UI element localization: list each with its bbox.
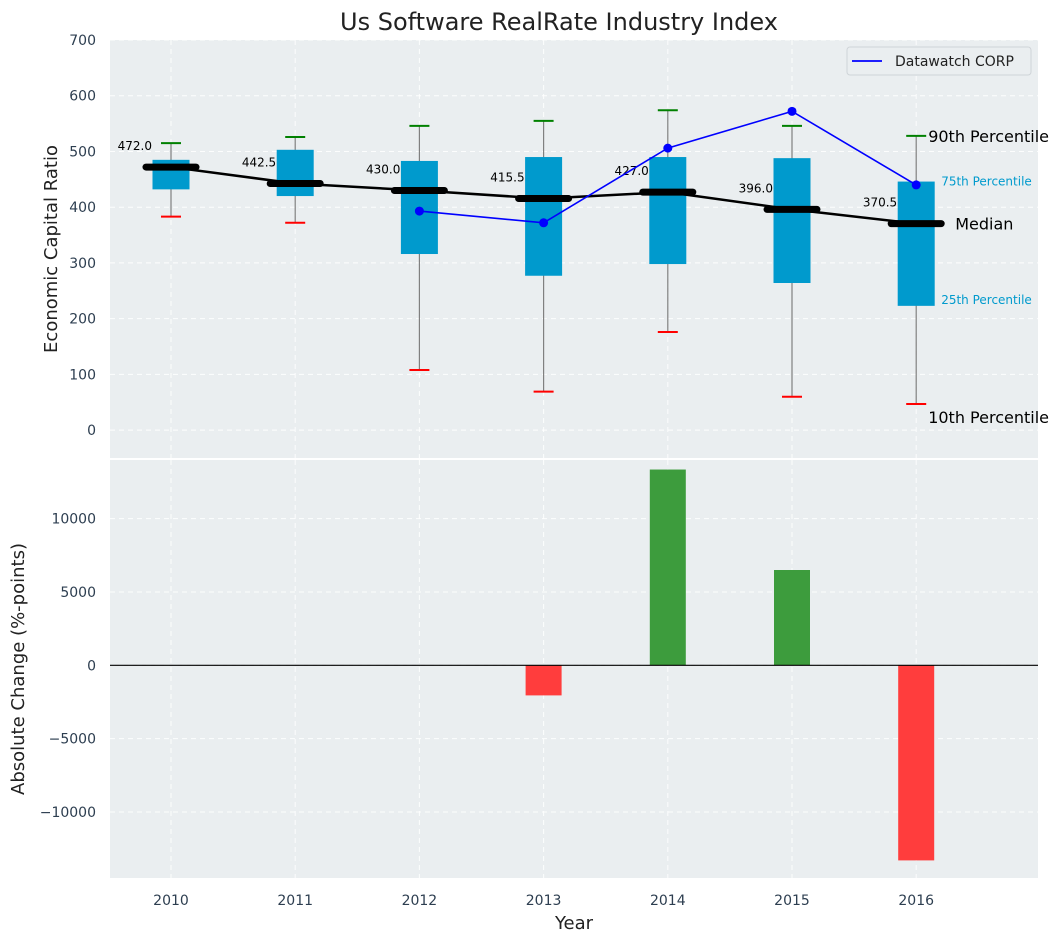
x-axis-label: Year [554,913,594,934]
top-y-tick-label: 300 [69,256,96,272]
change-bar [774,570,810,666]
annotation-median: Median [955,215,1013,234]
top-y-tick-label: 0 [87,423,96,439]
top-y-tick-label: 200 [69,312,96,328]
change-bar [649,469,686,666]
median-value-label: 442.5 [242,156,276,170]
box-iqr [276,149,314,197]
top-y-tick-label: 600 [69,89,96,105]
legend: Datawatch CORP [846,46,1032,76]
top-y-tick-label: 500 [69,144,96,160]
change-bar [525,665,562,696]
company-series-point [539,218,549,228]
median-value-label: 396.0 [739,181,773,195]
x-tick-label: 2016 [898,893,934,909]
median-value-label: 370.5 [863,196,897,210]
legend-label: Datawatch CORP [895,54,1014,70]
chart-title: Us Software RealRate Industry Index [340,8,778,36]
company-series-point [663,143,673,153]
bottom-y-tick-label: 5000 [60,585,96,601]
change-bar [898,665,935,861]
annotation-p10: 10th Percentile [928,408,1049,427]
top-plot-background [110,40,1038,458]
legend-box [846,46,1032,76]
annotation-p75: 75th Percentile [941,175,1032,189]
company-series-point [911,180,921,190]
x-tick-label: 2012 [402,893,438,909]
annotation-p25: 25th Percentile [941,293,1032,307]
median-value-label: 430.0 [366,162,400,176]
top-panel: 0 100 200 300 400 500 600 700 472.0 442.5 430.0 415… [69,33,1049,458]
x-tick-label: 2015 [774,893,810,909]
box-iqr [649,157,687,265]
bottom-plot-background [110,460,1038,878]
x-tick-label: 2010 [153,893,189,909]
bottom-y-tick-label: 0 [87,658,96,674]
top-y-tick-label: 700 [69,33,96,49]
x-tick-label: 2011 [277,893,313,909]
x-tick-label: 2014 [650,893,686,909]
bottom-panel: −10000 −5000 0 5000 10000 2010 2011 2012 2013 201… [40,460,1038,909]
annotation-p90: 90th Percentile [928,127,1049,146]
bottom-y-axis-label: Absolute Change (%-points) [8,543,29,795]
bottom-y-tick-label: −10000 [40,805,96,821]
bottom-y-tick-label: 10000 [51,512,96,528]
company-series-point [414,206,424,216]
top-y-tick-label: 400 [69,200,96,216]
company-series-point [787,106,797,116]
box-iqr [773,158,811,283]
median-value-label: 472.0 [118,139,152,153]
x-tick-label: 2013 [526,893,562,909]
top-y-axis-label: Economic Capital Ratio [41,145,62,353]
top-y-tick-label: 100 [69,367,96,383]
median-value-label: 415.5 [490,171,524,185]
box-iqr [525,157,563,276]
bottom-y-tick-label: −5000 [49,732,96,748]
box-iqr [897,181,935,306]
median-value-label: 427.0 [614,164,648,178]
